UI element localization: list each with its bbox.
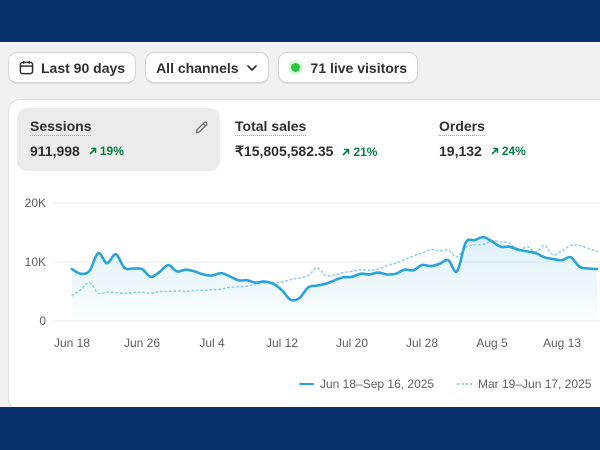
metric-total-sales[interactable]: Total sales ₹15,805,582.35 21%: [222, 108, 425, 171]
y-tick-label: 0: [39, 314, 46, 328]
legend-swatch-solid: [299, 383, 314, 385]
chevron-down-icon: [246, 64, 257, 71]
legend-item-current[interactable]: Jun 18–Sep 16, 2025: [299, 377, 434, 391]
legend-label: Jun 18–Sep 16, 2025: [320, 377, 435, 391]
calendar-icon: [19, 60, 34, 75]
metric-label: Total sales: [235, 118, 307, 136]
metric-delta: 19%: [88, 144, 124, 158]
metric-value: 19,132: [439, 143, 482, 159]
legend-swatch-dotted: [457, 383, 472, 385]
metric-value: ₹15,805,582.35: [235, 143, 334, 159]
x-tick-label: Jul 28: [406, 336, 438, 350]
metric-delta: 21%: [341, 145, 377, 159]
legend-label: Mar 19–Jun 17, 2025: [478, 377, 592, 391]
live-visitors-label: 71 live visitors: [310, 59, 408, 76]
x-tick-label: Jun 26: [124, 336, 160, 350]
sessions-line-chart[interactable]: 0 10K 20K Jun 18 Jun 26 Jul 4 Jul 12 Jul 20 Jul…: [9, 192, 600, 362]
y-tick-label: 10K: [25, 255, 46, 269]
metrics-card: Sessions 911,998 19% Total sales ₹15,805…: [8, 99, 600, 407]
metric-orders[interactable]: Orders 19,132 24%: [426, 108, 600, 171]
x-tick-label: Aug 13: [543, 336, 581, 350]
x-tick-label: Jun 18: [54, 336, 90, 350]
primary-series-area: [72, 237, 597, 321]
arrow-up-right-icon: [491, 147, 499, 155]
arrow-up-right-icon: [343, 148, 350, 155]
metric-delta: 24%: [490, 144, 526, 158]
metric-delta-value: 19%: [99, 144, 124, 158]
date-range-label: Last 90 days: [41, 59, 126, 76]
analytics-dashboard: Last 90 days All channels 71 live visito…: [0, 42, 600, 407]
live-status-dot: [290, 63, 300, 72]
series-line-comparison: [71, 239, 598, 297]
x-tick-label: Jul 12: [266, 336, 298, 350]
x-tick-label: Jul 4: [199, 336, 225, 350]
series-line-current: [70, 235, 599, 302]
x-tick-label: Aug 5: [476, 336, 508, 350]
metric-label: Orders: [439, 118, 485, 136]
y-tick-label: 20K: [25, 196, 46, 210]
live-visitors-button[interactable]: 71 live visitors: [277, 52, 419, 83]
channels-dropdown[interactable]: All channels: [145, 52, 269, 83]
metric-sessions[interactable]: Sessions 911,998 19%: [17, 108, 220, 171]
metric-delta-value: 24%: [501, 144, 526, 158]
legend-item-comparison[interactable]: Mar 19–Jun 17, 2025: [457, 377, 591, 391]
metric-value: 911,998: [30, 143, 80, 159]
arrow-up-right-icon: [89, 147, 97, 155]
pencil-icon[interactable]: [194, 120, 209, 135]
metric-label: Sessions: [30, 118, 92, 136]
filter-bar: Last 90 days All channels 71 live visito…: [8, 52, 419, 84]
channels-label: All channels: [156, 59, 239, 76]
date-range-button[interactable]: Last 90 days: [8, 52, 137, 83]
x-tick-label: Jul 20: [336, 336, 368, 350]
metric-delta-value: 21%: [353, 144, 378, 159]
